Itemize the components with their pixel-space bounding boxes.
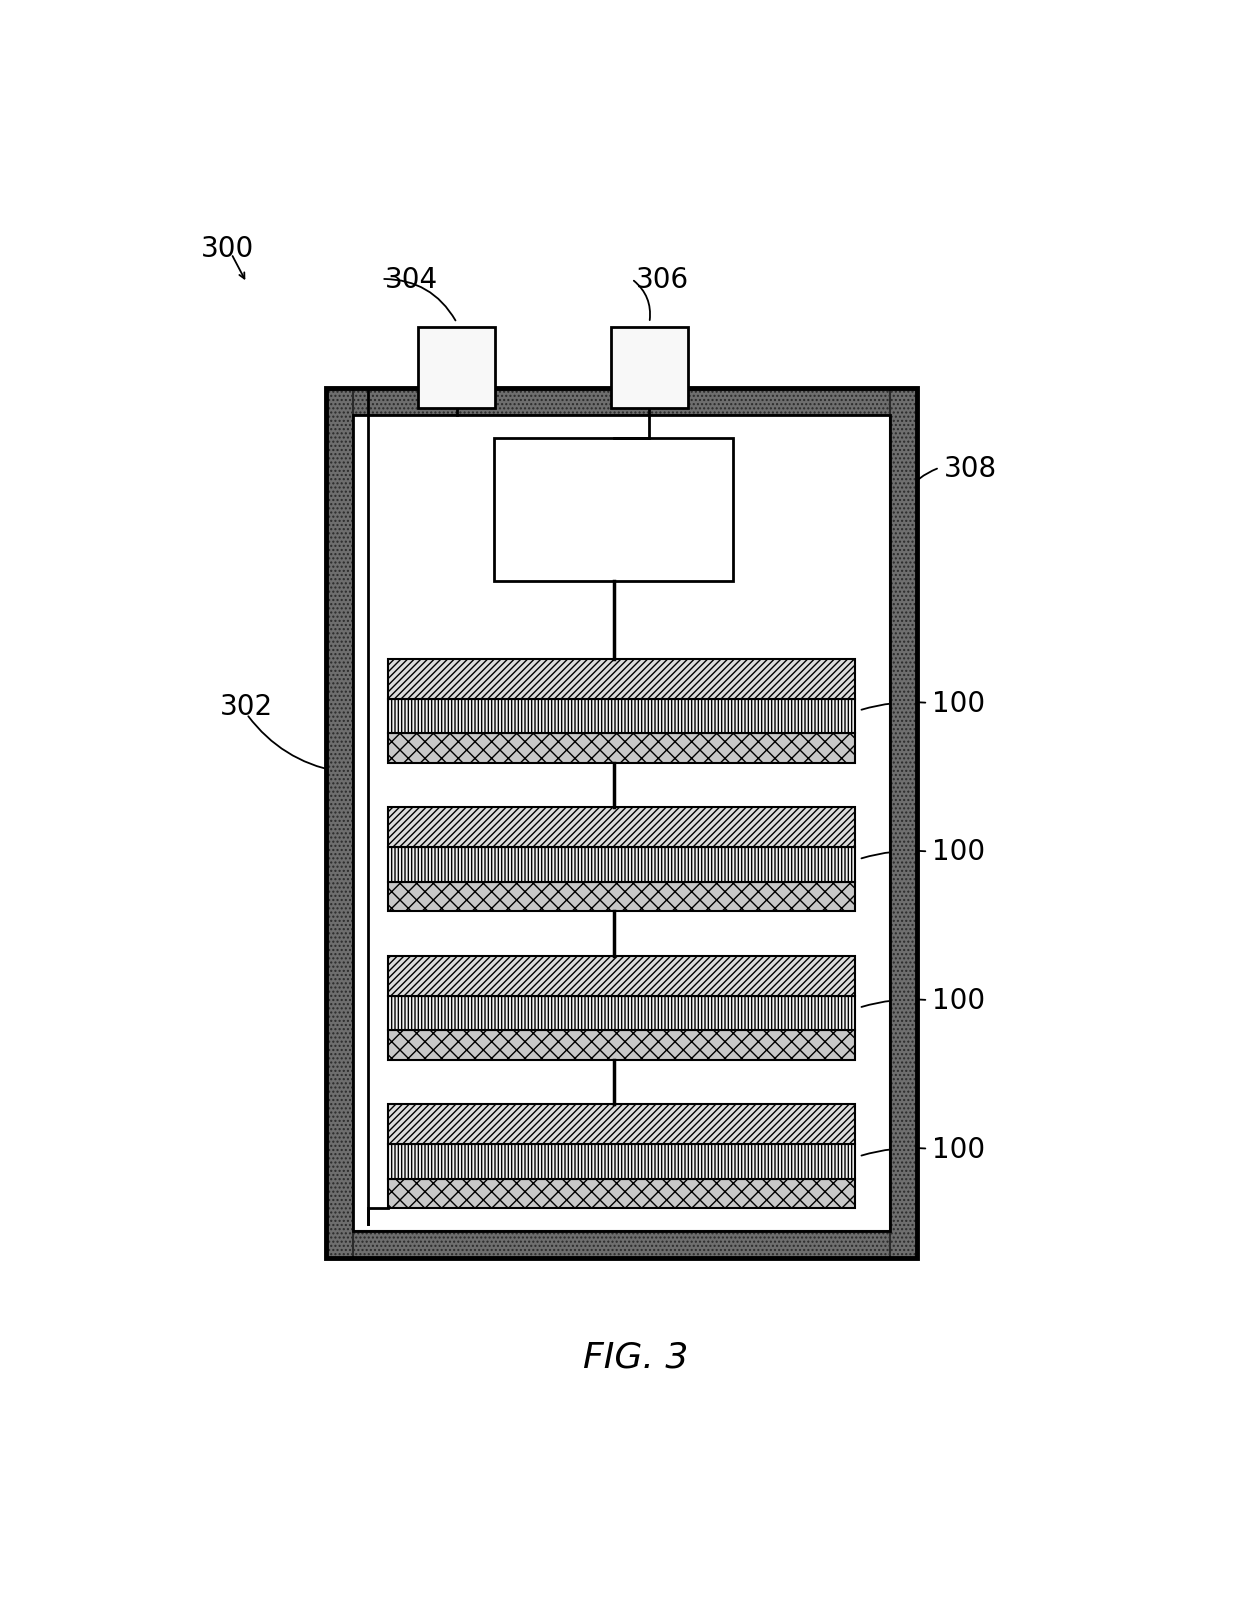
Text: 302: 302 <box>219 693 273 722</box>
Bar <box>388 699 854 734</box>
Bar <box>388 996 854 1030</box>
Bar <box>326 389 916 1258</box>
Bar <box>388 808 854 848</box>
Text: FIG. 3: FIG. 3 <box>583 1340 688 1374</box>
Bar <box>388 659 854 699</box>
Bar <box>353 416 889 1231</box>
Bar <box>353 416 889 1231</box>
Text: 100: 100 <box>932 1135 985 1163</box>
Bar <box>388 956 854 996</box>
Text: 300: 300 <box>201 235 254 264</box>
Text: 308: 308 <box>944 455 997 482</box>
Text: 306: 306 <box>635 265 688 294</box>
Text: 304: 304 <box>386 265 439 294</box>
Bar <box>326 389 916 416</box>
Bar <box>326 1231 916 1258</box>
Text: 100: 100 <box>932 987 985 1014</box>
Bar <box>326 389 353 1258</box>
Bar <box>495 439 733 582</box>
Text: 100: 100 <box>932 837 985 866</box>
Text: 100: 100 <box>932 689 985 717</box>
Bar <box>418 328 495 408</box>
Bar <box>388 848 854 882</box>
Bar <box>388 1180 854 1208</box>
Bar <box>388 1104 854 1144</box>
Bar <box>388 1144 854 1180</box>
Bar <box>611 328 688 408</box>
Bar <box>388 1030 854 1061</box>
Bar <box>889 389 916 1258</box>
Bar <box>388 882 854 911</box>
Bar <box>388 734 854 763</box>
